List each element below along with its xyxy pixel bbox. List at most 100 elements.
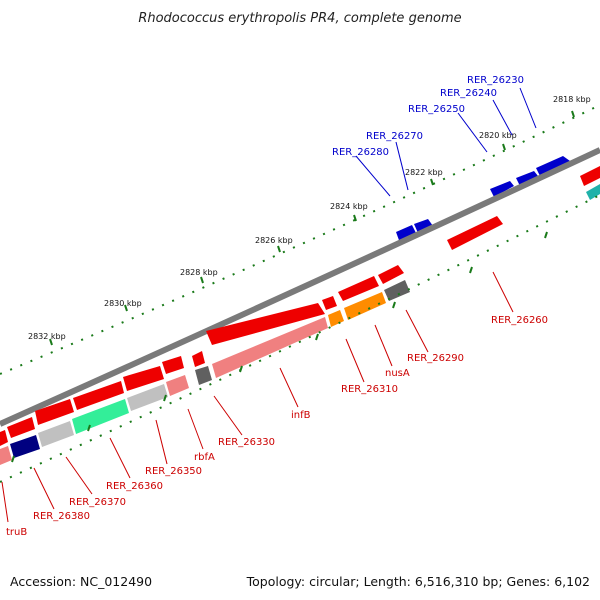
tick-mark — [469, 266, 473, 274]
leader-rer-26250 — [457, 112, 488, 153]
gene-red-edge — [580, 166, 600, 186]
forward-genes-blue — [396, 156, 570, 243]
gene-rer-26240[interactable] — [516, 171, 538, 186]
tick-mark — [87, 424, 91, 432]
label-rer-26230[interactable]: RER_26230 — [467, 75, 524, 86]
gene-infb-top[interactable] — [206, 303, 325, 345]
label-rer-26310[interactable]: RER_26310 — [341, 384, 398, 395]
tick-mark — [163, 394, 167, 402]
label-rer-26330[interactable]: RER_26330 — [218, 437, 275, 448]
gene-rer-26280[interactable] — [414, 219, 433, 233]
tick-mark — [353, 214, 357, 222]
label-rer-26350[interactable]: RER_26350 — [145, 466, 202, 477]
leader-nusa — [374, 324, 393, 367]
tick-label-2828: 2828 kbp — [180, 268, 218, 277]
leader-rer-26240 — [492, 99, 513, 136]
gene-pink-infb — [212, 317, 328, 378]
tick-mark — [571, 110, 575, 118]
label-rer-26250[interactable]: RER_26250 — [408, 104, 465, 115]
gene-rer-26290-top[interactable] — [378, 265, 404, 284]
leader-infb — [279, 367, 299, 408]
outer-major-ticks — [49, 110, 575, 346]
genome-backbone — [0, 147, 600, 427]
reverse-genes-red — [0, 216, 503, 446]
leader-rer-26270 — [395, 141, 409, 191]
label-rer-26260[interactable]: RER_26260 — [491, 315, 548, 326]
genome-summary-text: Topology: circular; Length: 6,516,310 bp… — [246, 574, 590, 589]
tick-label-2832: 2832 kbp — [28, 332, 66, 341]
gene-orange — [344, 292, 386, 320]
leader-rer-26380 — [33, 467, 55, 510]
gene-lightgray-1 — [127, 384, 168, 411]
leader-rer-26310 — [345, 338, 365, 383]
tick-label-2826: 2826 kbp — [255, 236, 293, 245]
gene-rer-26350-top[interactable] — [123, 366, 164, 391]
leader-rer-26370 — [65, 456, 93, 495]
label-rer-26290[interactable]: RER_26290 — [407, 353, 464, 364]
gene-rer-26270[interactable] — [396, 225, 416, 243]
tick-label-2830: 2830 kbp — [104, 299, 142, 308]
label-rer-26270[interactable]: RER_26270 — [366, 131, 423, 142]
leader-trub — [1, 481, 9, 523]
gene-rbfa-top[interactable] — [162, 356, 184, 374]
reverse-genes-track2 — [0, 280, 410, 465]
gene-gray-dark-2 — [195, 366, 212, 385]
label-rer-26380[interactable]: RER_26380 — [33, 511, 90, 522]
inner-major-ticks — [11, 231, 548, 463]
gene-teal — [586, 184, 600, 200]
tick-mark — [239, 365, 243, 373]
label-nusa[interactable]: nusA — [385, 368, 410, 379]
tick-mark — [544, 231, 548, 239]
leader-rer-26280 — [355, 155, 391, 197]
tick-label-2818: 2818 kbp — [553, 95, 591, 104]
inner-tick-ring — [0, 194, 600, 483]
gene-navy — [10, 435, 40, 458]
gene-nusa-top[interactable] — [338, 276, 379, 301]
gene-rer-26310-top[interactable] — [322, 296, 337, 310]
leader-rer-26350 — [155, 419, 168, 465]
leader-rer-26360 — [109, 437, 131, 479]
label-rer-26370[interactable]: RER_26370 — [69, 497, 126, 508]
gene-trub-top[interactable] — [0, 430, 8, 446]
gene-rer-26330-top[interactable] — [192, 351, 205, 367]
tick-mark — [430, 178, 434, 186]
gene-rer-26230[interactable] — [490, 181, 514, 197]
tick-mark — [502, 143, 506, 151]
label-trub[interactable]: truB — [6, 527, 27, 538]
tick-mark — [200, 276, 204, 284]
label-rer-26360[interactable]: RER_26360 — [106, 481, 163, 492]
blue-labels — [355, 87, 537, 197]
leader-rer-26290 — [405, 309, 429, 353]
gene-rer-26380-top[interactable] — [7, 417, 35, 438]
gene-rer-26260[interactable] — [447, 216, 503, 250]
leader-rer-26260 — [492, 271, 514, 313]
tick-mark — [49, 338, 53, 346]
gene-rer-26250[interactable] — [536, 156, 570, 176]
tick-mark — [392, 301, 396, 309]
label-infb[interactable]: infB — [291, 410, 311, 421]
map-title: Rhodococcus erythropolis PR4, complete g… — [138, 11, 461, 26]
tick-label-2824: 2824 kbp — [330, 202, 368, 211]
gene-green — [72, 399, 129, 434]
gene-pink-rbfa — [166, 375, 189, 396]
gene-pink-edge — [0, 446, 12, 465]
gene-gray-dark-1 — [384, 280, 410, 301]
label-rbfa[interactable]: rbfA — [194, 452, 215, 463]
tick-mark — [11, 455, 15, 463]
gene-orange-small — [328, 310, 344, 327]
gene-rer-26370-top[interactable] — [35, 399, 74, 425]
gene-lightgray-2 — [38, 421, 74, 447]
leader-rer-26230 — [519, 87, 537, 129]
label-rer-26240[interactable]: RER_26240 — [440, 88, 497, 99]
label-rer-26280[interactable]: RER_26280 — [332, 147, 389, 158]
tick-label-2820: 2820 kbp — [479, 131, 517, 140]
tick-label-2822: 2822 kbp — [405, 168, 443, 177]
leader-rer-26330 — [213, 395, 243, 436]
red-leaders — [1, 271, 514, 523]
gene-rer-26360-top[interactable] — [73, 381, 124, 410]
tick-mark — [277, 245, 281, 253]
leader-rbfa — [187, 408, 204, 450]
tick-mark — [315, 333, 319, 341]
tick-mark — [124, 304, 128, 312]
